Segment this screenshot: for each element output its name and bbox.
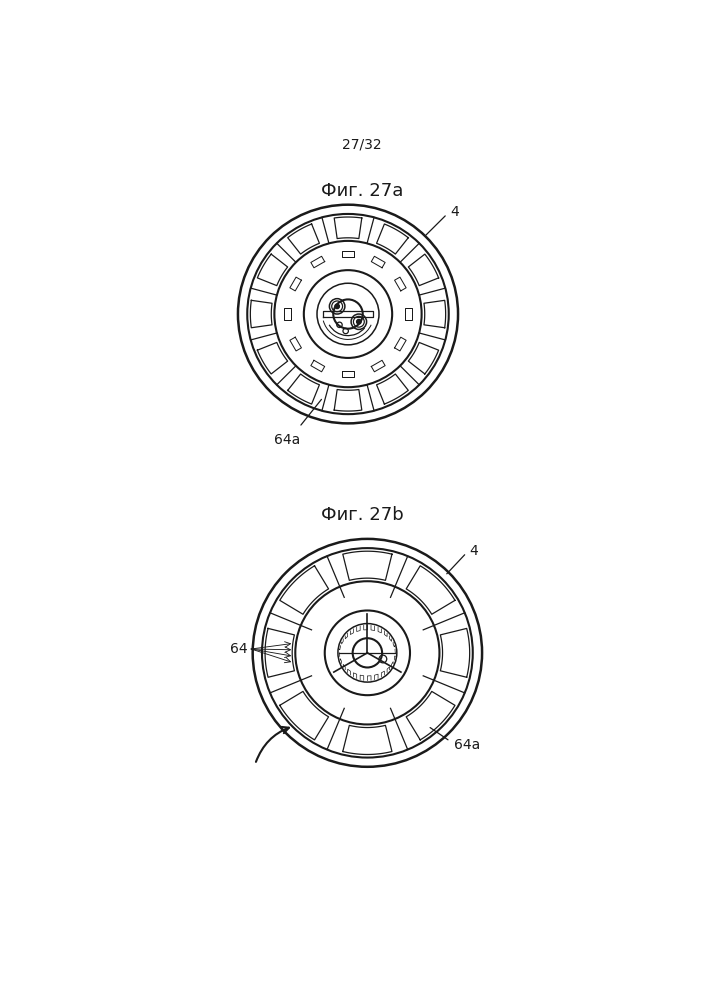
- Circle shape: [335, 304, 339, 309]
- Polygon shape: [409, 254, 438, 286]
- Text: Фиг. 27b: Фиг. 27b: [320, 506, 403, 524]
- FancyArrowPatch shape: [256, 727, 289, 762]
- Polygon shape: [343, 725, 392, 754]
- Polygon shape: [409, 342, 438, 374]
- Polygon shape: [288, 224, 320, 254]
- Polygon shape: [323, 311, 373, 317]
- Polygon shape: [377, 224, 408, 254]
- Polygon shape: [334, 390, 362, 411]
- Polygon shape: [280, 566, 329, 614]
- Polygon shape: [343, 551, 392, 580]
- Text: 4: 4: [450, 205, 459, 219]
- Text: 64a: 64a: [274, 433, 300, 447]
- Text: 64: 64: [230, 642, 247, 656]
- Circle shape: [356, 319, 361, 324]
- Polygon shape: [407, 691, 455, 740]
- Polygon shape: [377, 374, 408, 404]
- Polygon shape: [257, 342, 288, 374]
- Polygon shape: [334, 217, 362, 239]
- Polygon shape: [407, 566, 455, 614]
- Polygon shape: [280, 691, 329, 740]
- Text: Фиг. 27a: Фиг. 27a: [321, 182, 403, 200]
- Polygon shape: [288, 374, 320, 404]
- Polygon shape: [250, 300, 272, 328]
- Polygon shape: [440, 628, 469, 677]
- Polygon shape: [424, 300, 445, 328]
- Text: 27/32: 27/32: [342, 138, 382, 152]
- Text: 64a: 64a: [454, 738, 481, 752]
- Polygon shape: [265, 628, 294, 677]
- Text: 4: 4: [469, 544, 479, 558]
- Polygon shape: [257, 254, 288, 286]
